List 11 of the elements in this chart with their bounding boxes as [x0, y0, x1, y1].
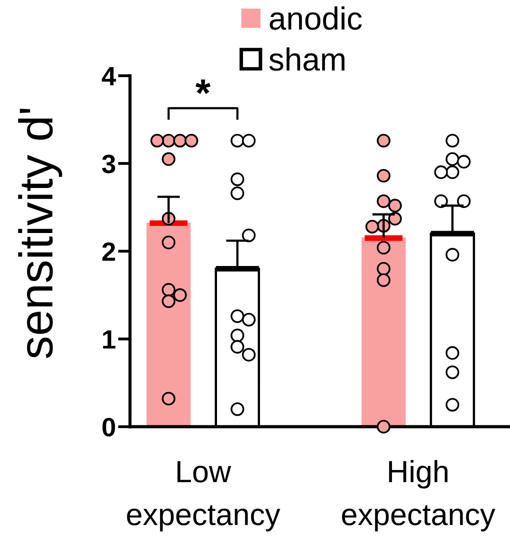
y-tick-label: 4 [102, 67, 116, 86]
y-tick-label: 2 [102, 242, 116, 261]
x-tick-label: High expectancy [342, 460, 496, 532]
y-axis-title: sensitivity d' [18, 108, 62, 358]
y-tick-label: 3 [102, 154, 116, 174]
x-tick-label: Low expectancy [127, 461, 280, 532]
y-tick-label: 0 [102, 418, 116, 437]
legend-label: anodic [270, 6, 362, 30]
legend-label: sham [269, 47, 344, 71]
y-tick-label: 1 [103, 330, 116, 349]
annotation: * [196, 80, 211, 94]
